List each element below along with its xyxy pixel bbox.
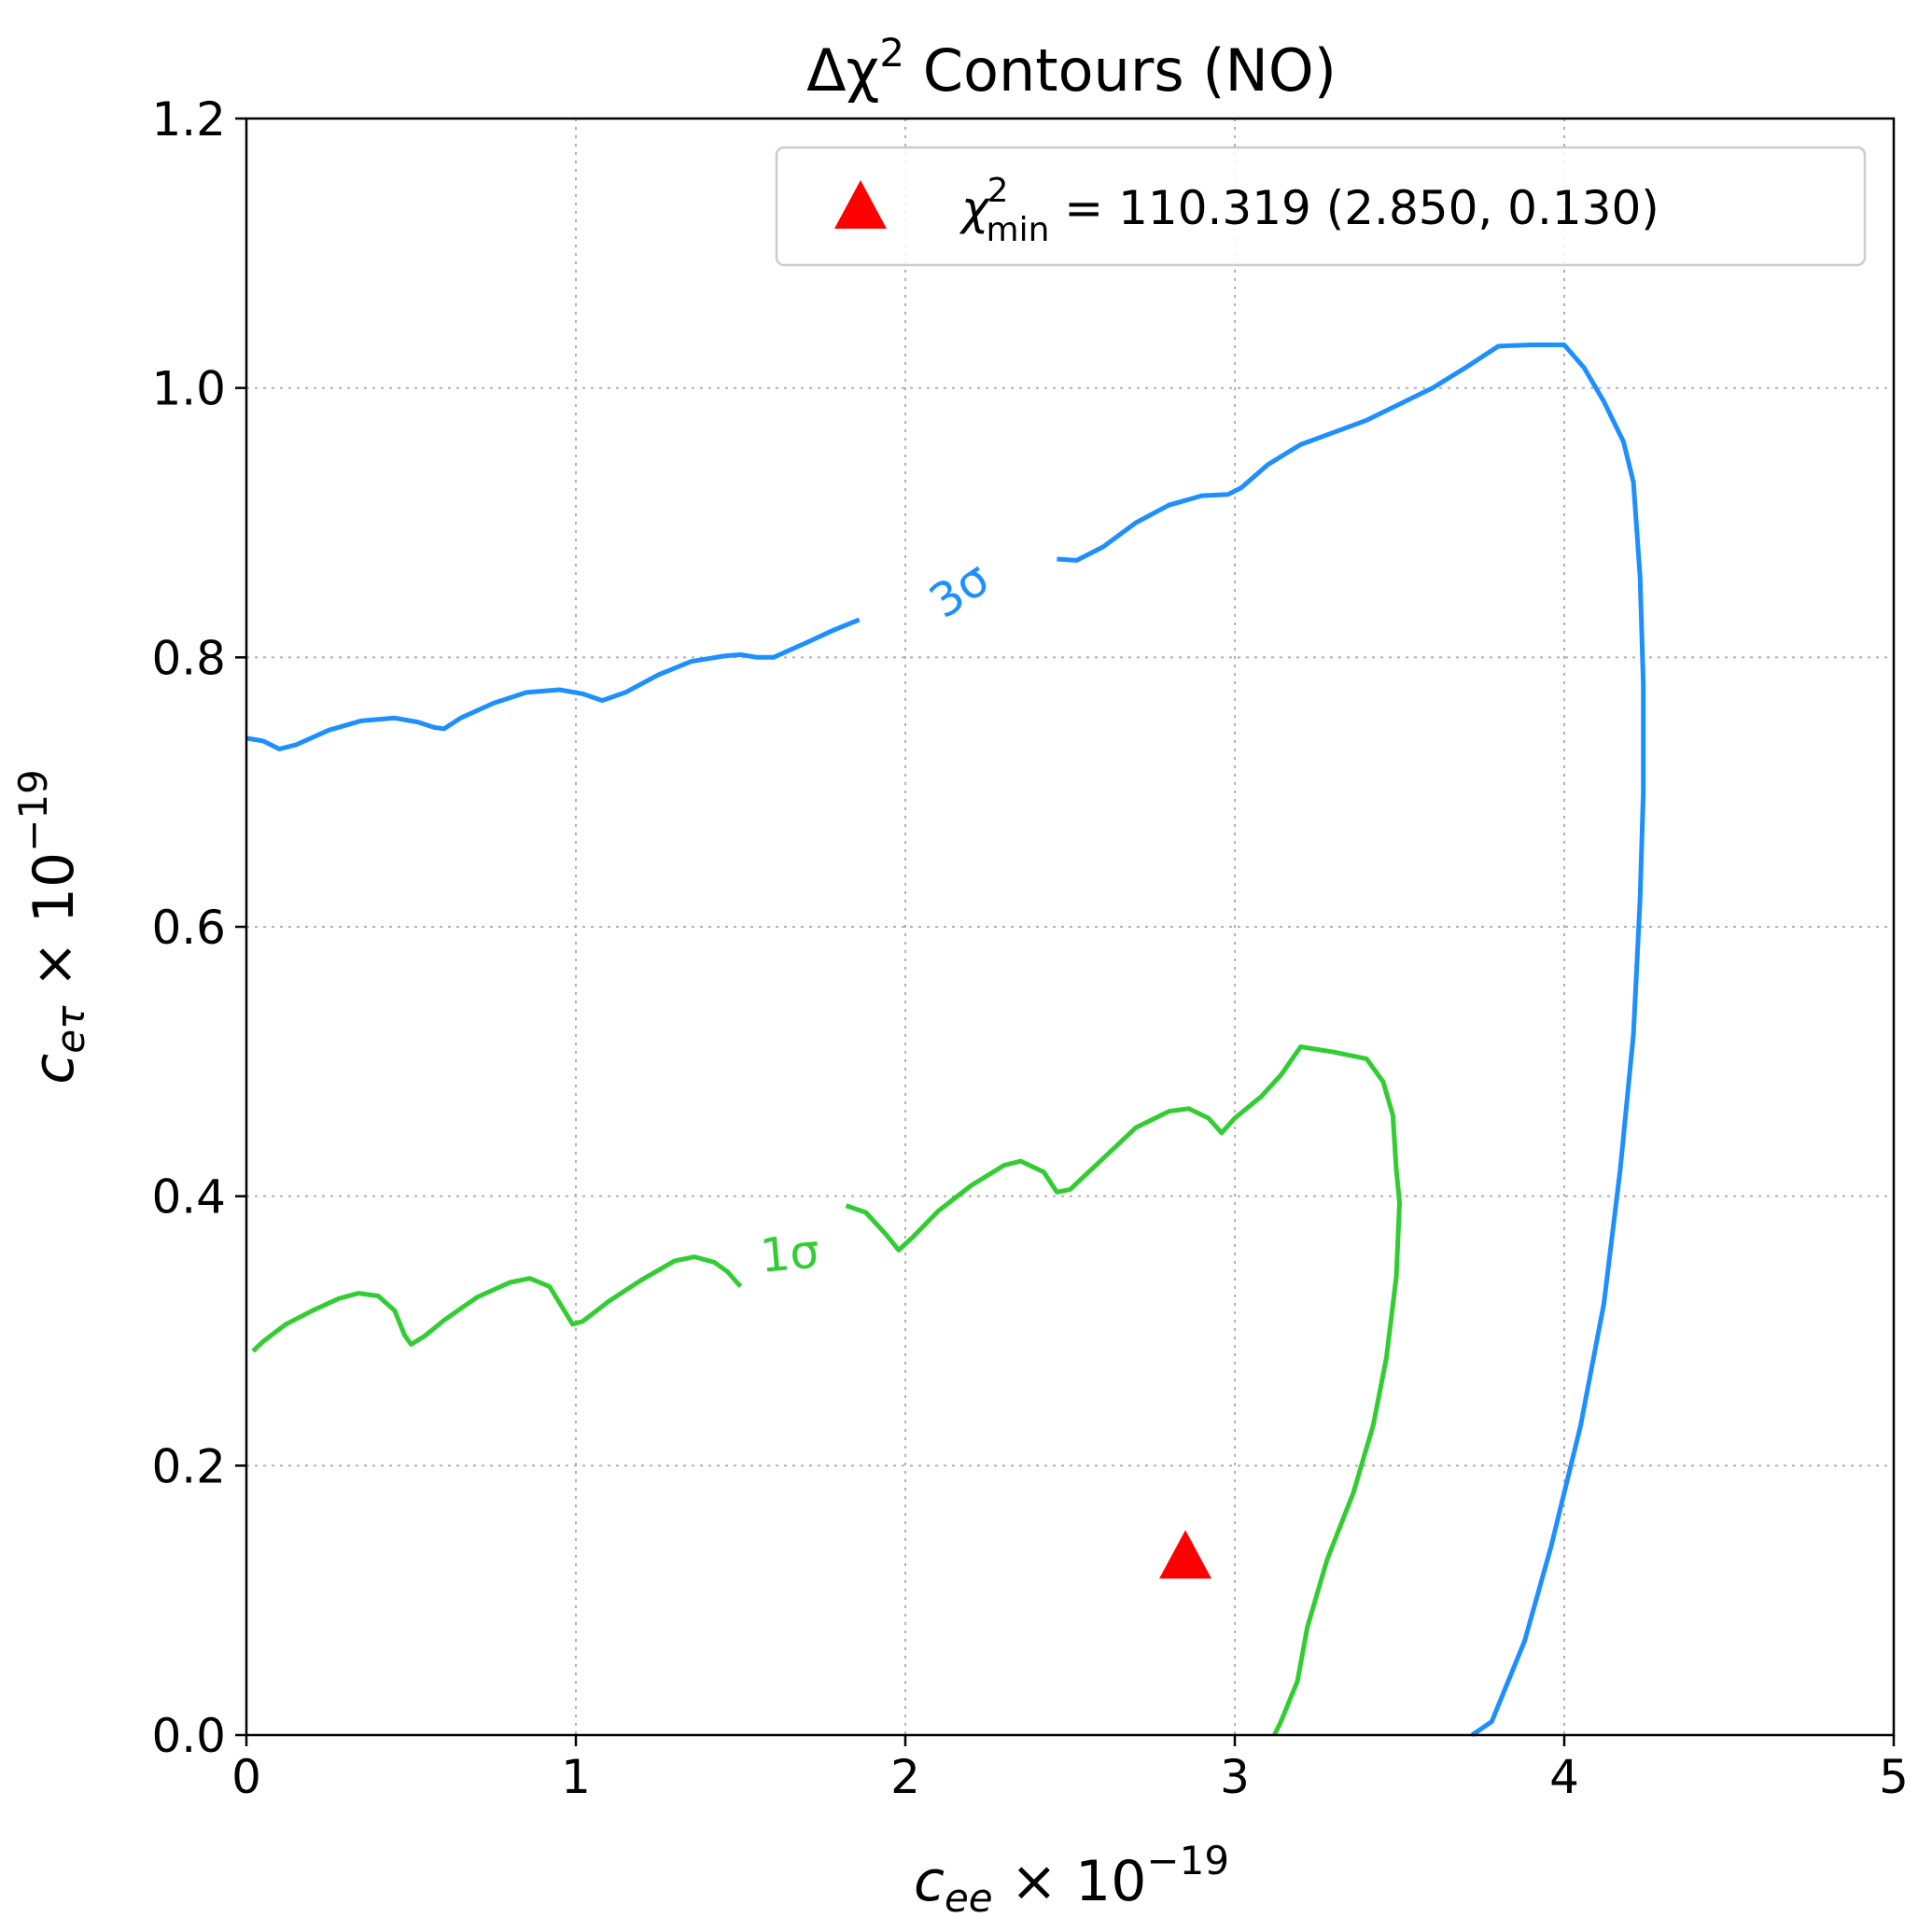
chart-title-sup: 2 [879, 30, 904, 76]
contour-2-segment-2 [1057, 343, 1646, 1738]
contour-1-segment-2 [845, 1044, 1402, 1737]
chart-title-prefix: Δχ [806, 36, 879, 105]
x-axis-ticks: 0 1 2 3 4 5 [231, 1735, 1909, 1804]
x-axis-label-var: c [914, 1849, 945, 1914]
y-tick-label-6: 1.2 [151, 92, 226, 147]
x-tick-label-2: 2 [890, 1750, 920, 1804]
x-axis-label: cee × 10−19 [914, 1838, 1229, 1921]
chart-title-suffix: Contours (NO) [904, 36, 1337, 105]
contour-lines [245, 343, 1646, 1738]
y-tick-label-0: 0.0 [151, 1709, 226, 1763]
y-tick-label-2: 0.4 [151, 1170, 226, 1225]
y-axis-label: ceτ × 10−19 [10, 769, 93, 1085]
y-axis-label-times: × 10 [21, 852, 87, 1006]
contour-1-segment-1 [251, 1254, 743, 1353]
y-axis-label-sub: eτ [48, 1005, 93, 1054]
y-axis-ticks: 0.0 0.2 0.4 0.6 0.8 1.0 1.2 [151, 92, 246, 1763]
y-tick-label-3: 0.6 [151, 901, 226, 955]
x-tick-label-1: 1 [561, 1750, 591, 1804]
x-tick-label-5: 5 [1879, 1750, 1909, 1804]
chart-title: Δχ2 Contours (NO) [806, 30, 1337, 105]
x-tick-label-4: 4 [1549, 1750, 1579, 1804]
y-axis-label-var: c [21, 1054, 87, 1085]
legend-triangle-icon [834, 180, 887, 229]
x-tick-label-3: 3 [1220, 1750, 1250, 1804]
legend: χ2 min = 110.319 (2.850, 0.130) [775, 146, 1867, 267]
x-axis-label-sup: −19 [1146, 1838, 1229, 1883]
minimum-triangle-icon [1159, 1530, 1212, 1579]
legend-entry: χ2 min = 110.319 (2.850, 0.130) [959, 172, 1659, 249]
chi2-minimum-marker [1159, 1530, 1212, 1579]
legend-sup: 2 [987, 172, 1009, 210]
grid-lines [246, 119, 1894, 1735]
contour-2-segment-1 [245, 617, 861, 751]
y-tick-label-1: 0.2 [151, 1439, 226, 1493]
y-tick-label-5: 1.0 [151, 362, 226, 416]
legend-symbol: χ [959, 181, 991, 235]
x-axis-label-times: × 10 [993, 1849, 1147, 1914]
x-tick-label-0: 0 [231, 1750, 261, 1804]
legend-sub: min [987, 211, 1050, 249]
contour-label-1: 1σ [758, 1224, 821, 1282]
y-axis-label-sup: −19 [10, 769, 56, 852]
y-tick-label-4: 0.8 [151, 631, 226, 685]
legend-value: = 110.319 (2.850, 0.130) [1049, 181, 1659, 235]
x-axis-label-sub: ee [945, 1875, 993, 1921]
legend-box [775, 146, 1867, 267]
